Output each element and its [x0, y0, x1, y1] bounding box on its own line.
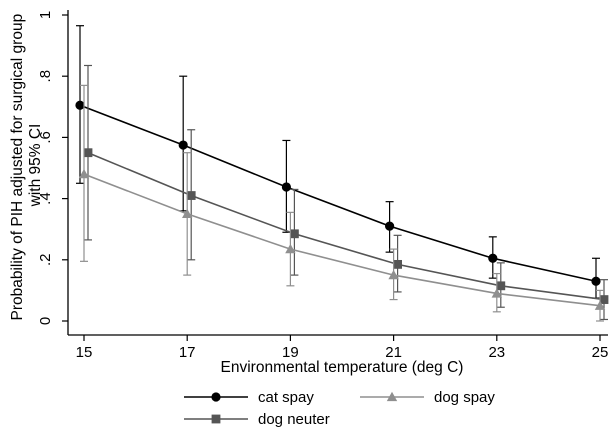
x-tick-label: 17	[179, 344, 196, 361]
legend-label: cat spay	[258, 389, 314, 406]
data-point	[182, 208, 193, 219]
legend-marker	[211, 392, 221, 402]
y-tick-label: .4	[37, 192, 54, 205]
y-axis-title: Probability of PIH adjusted for surgical…	[9, 9, 44, 320]
legend-item: dog neuter	[184, 411, 330, 428]
legend-label: dog spay	[434, 389, 495, 406]
data-point	[388, 269, 399, 280]
series-line	[87, 151, 605, 301]
y-tick-label: 0	[37, 317, 54, 325]
legend-item: dog spay	[360, 389, 495, 406]
x-tick-label: 25	[592, 344, 609, 361]
data-point	[393, 259, 402, 269]
legend-item: cat spay	[184, 389, 314, 406]
y-axis-title-line-2: with 95% CI	[27, 124, 44, 208]
y-tick-label: .8	[37, 70, 54, 83]
series-dog-neuter	[83, 64, 609, 321]
y-tick-label: .2	[37, 254, 54, 267]
series-line	[79, 104, 597, 283]
y-tick-label: .6	[37, 131, 54, 144]
data-point	[496, 281, 506, 291]
data-point	[290, 229, 299, 239]
legend: cat spay dog neuter dog spay	[184, 389, 495, 428]
plot-area	[75, 25, 609, 322]
data-point	[281, 182, 291, 192]
x-tick-label: 19	[282, 344, 299, 361]
data-point	[83, 148, 93, 158]
data-point	[78, 168, 90, 179]
x-tick-label: 21	[385, 344, 402, 361]
series-dog-spay	[78, 84, 606, 322]
x-tick-label: 23	[488, 344, 505, 361]
data-point	[594, 300, 606, 310]
data-point	[599, 295, 609, 304]
data-point	[591, 276, 601, 286]
y-tick-label: 1	[37, 11, 54, 19]
x-tick-label: 15	[76, 344, 93, 361]
legend-label: dog neuter	[258, 411, 330, 428]
y-axis-title-line-1: Probability of PIH adjusted for surgical…	[9, 14, 26, 321]
data-point	[385, 221, 395, 231]
data-point	[488, 253, 498, 263]
legend-marker	[211, 414, 221, 424]
axes: 0 .2 .4 .6 .8 1 15 17 19 21 23 25	[37, 10, 608, 361]
series-cat-spay	[75, 25, 601, 299]
series-line	[83, 173, 601, 307]
data-point	[491, 288, 502, 298]
data-point	[285, 243, 296, 254]
data-point	[178, 140, 188, 150]
data-point	[186, 191, 196, 200]
x-axis-title: Environmental temperature (deg C)	[221, 359, 464, 376]
data-point	[75, 100, 85, 110]
legend-marker	[386, 391, 398, 402]
